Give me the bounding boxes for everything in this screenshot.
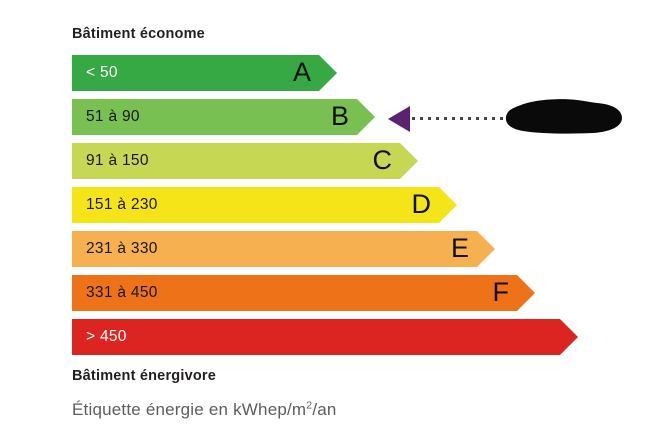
band-arrow-shape: [72, 187, 457, 223]
unit-caption-superscript: 2: [306, 399, 313, 412]
band-range-label: 51 à 90: [86, 108, 140, 125]
unit-caption-suffix: /an: [312, 400, 337, 419]
band-range-label: 151 à 230: [86, 196, 158, 213]
energy-band-c: 91 à 150 C: [72, 143, 418, 179]
energy-band-a: < 50 A: [72, 55, 337, 91]
energy-band-b: 51 à 90 B: [72, 99, 375, 135]
unit-caption-text: Étiquette énergie en kWhep/m: [72, 400, 307, 419]
band-letter-label: A: [292, 57, 311, 87]
bottom-caption-energy-guzzling-building: Bâtiment énergivore: [72, 368, 217, 384]
band-range-label: 231 à 330: [86, 240, 158, 257]
band-arrow-shape: [72, 231, 495, 267]
band-range-label: < 50: [86, 64, 118, 81]
band-arrow-shape: [72, 143, 418, 179]
energy-band-f: 331 à 450 F: [72, 275, 535, 311]
band-letter-label: C: [372, 145, 393, 175]
band-range-label: 331 à 450: [86, 284, 158, 301]
energy-band-d: 151 à 230 D: [72, 187, 457, 223]
band-range-label: 91 à 150: [86, 152, 149, 169]
band-arrow-shape: [72, 99, 375, 135]
band-arrow-shape: [72, 275, 535, 311]
energy-band-g: > 450: [72, 319, 578, 355]
unit-caption: Étiquette énergie en kWhep/m2/an: [72, 400, 337, 420]
band-arrow-shape: [72, 55, 337, 91]
band-arrow-shape: [72, 319, 578, 355]
band-letter-label: B: [330, 101, 349, 131]
top-caption-economical-building: Bâtiment économe: [72, 26, 205, 42]
band-range-label: > 450: [86, 328, 127, 345]
band-letter-label: E: [450, 233, 469, 263]
band-letter-label: F: [492, 277, 510, 307]
energy-band-e: 231 à 330 E: [72, 231, 495, 267]
band-letter-label: D: [411, 189, 432, 219]
